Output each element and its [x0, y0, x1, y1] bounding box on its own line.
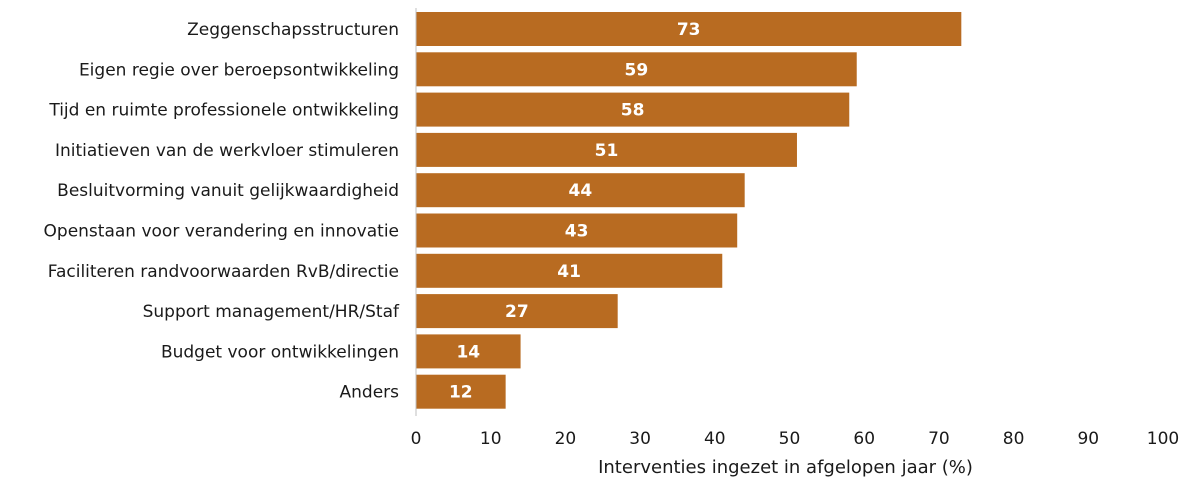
category-label: Faciliteren randvoorwaarden RvB/directie [48, 262, 399, 282]
category-label: Budget voor ontwikkelingen [161, 342, 399, 362]
bar-value-label: 41 [557, 262, 581, 282]
bar [416, 52, 857, 87]
x-tick-label: 90 [1077, 429, 1099, 449]
x-tick-label: 60 [853, 429, 875, 449]
bar [416, 213, 738, 248]
bar [416, 334, 521, 369]
bar [416, 173, 745, 208]
bar [416, 12, 962, 46]
bar-value-label: 44 [569, 181, 593, 201]
bar [416, 374, 506, 409]
category-label: Tijd en ruimte professionele ontwikkelin… [48, 101, 399, 121]
bar-value-label: 73 [677, 20, 701, 40]
category-label: Initiatieven van de werkvloer stimuleren [55, 141, 399, 161]
x-axis-title: Interventies ingezet in afgelopen jaar (… [598, 457, 973, 478]
x-tick-label: 20 [555, 429, 577, 449]
x-tick-label: 100 [1147, 429, 1179, 449]
category-label: Besluitvorming vanuit gelijkwaardigheid [57, 181, 399, 201]
bar [416, 294, 618, 329]
category-label: Anders [340, 383, 400, 403]
category-label: Openstaan voor verandering en innovatie [44, 222, 399, 242]
x-axis: 0 10 20 30 40 50 60 70 80 90 100 [411, 8, 1179, 449]
bar-value-label: 58 [621, 101, 645, 121]
x-tick-label: 10 [480, 429, 502, 449]
bar-value-label: 59 [625, 60, 649, 80]
bar [416, 253, 723, 288]
bar-value-label: 12 [449, 383, 473, 403]
bar [416, 92, 850, 127]
category-label: Eigen regie over beroepsontwikkeling [79, 60, 399, 80]
bar-value-label: 51 [595, 141, 619, 161]
category-labels-group: Zeggenschapsstructuren Eigen regie over b… [44, 20, 400, 403]
x-tick-label: 50 [779, 429, 801, 449]
bar-value-label: 14 [456, 342, 480, 362]
bar-value-label: 27 [505, 302, 529, 322]
bar [416, 132, 797, 167]
category-label: Support management/HR/Staf [143, 302, 400, 322]
bar-value-label: 43 [565, 222, 589, 242]
x-tick-label: 40 [704, 429, 726, 449]
x-tick-label: 70 [928, 429, 950, 449]
x-tick-label: 30 [629, 429, 651, 449]
category-label: Zeggenschapsstructuren [187, 20, 399, 40]
x-tick-label: 80 [1003, 429, 1025, 449]
x-tick-label: 0 [411, 429, 422, 449]
